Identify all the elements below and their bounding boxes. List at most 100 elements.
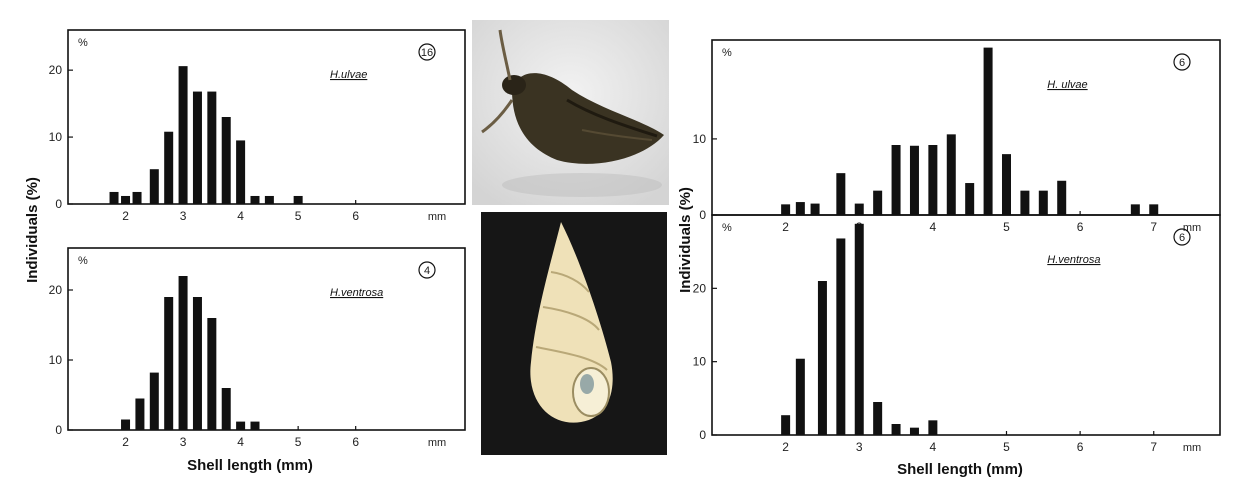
right-xlabel: Shell length (mm): [897, 461, 1023, 478]
x-tick-label: 2: [782, 220, 789, 234]
bar: [795, 202, 805, 215]
y-tick-label: 10: [49, 353, 63, 367]
bar: [1020, 190, 1030, 215]
bar: [795, 358, 805, 435]
left-ylabel: Individuals (%): [24, 177, 41, 283]
x-tick-label: 5: [1003, 440, 1010, 454]
bar: [983, 47, 993, 215]
x-tick-label: 2: [782, 440, 789, 454]
bar: [192, 91, 202, 204]
bar: [221, 117, 231, 204]
x-tick-label: 7: [1150, 220, 1157, 234]
left-xlabel-text: Shell length (mm): [187, 457, 313, 474]
bar: [121, 419, 131, 430]
bar: [178, 276, 188, 430]
species-label: H.ventrosa: [1047, 254, 1100, 266]
bar: [250, 195, 260, 204]
bar: [149, 372, 159, 430]
bar: [192, 297, 202, 430]
chart-left-bottom: % 4 H.ventrosa 0 10 20 2 3 4 5 6 mm: [49, 247, 466, 449]
bar: [891, 424, 901, 435]
y-tick-label: 10: [49, 130, 63, 144]
bar: [149, 169, 159, 204]
x-tick-label: 6: [352, 209, 359, 223]
bar: [781, 415, 791, 435]
badge-number: 16: [421, 47, 433, 59]
left-ylabel-text: Individuals (%): [24, 177, 41, 283]
bar: [781, 204, 791, 215]
bar: [1057, 180, 1067, 215]
y-tick-label: 0: [55, 423, 62, 437]
badge-circle: [418, 43, 436, 61]
x-unit-label: mm: [428, 211, 446, 223]
x-tick-label: 2: [122, 209, 129, 223]
y-tick-label: 20: [49, 63, 63, 77]
x-tick-label: 7: [1150, 440, 1157, 454]
snail-live-icon: [472, 20, 669, 205]
bar: [854, 223, 864, 435]
bar: [810, 203, 820, 215]
y-tick-label: 0: [699, 428, 706, 442]
badge-number: 4: [424, 265, 430, 277]
x-tick-label: 6: [352, 435, 359, 449]
bar: [236, 421, 246, 430]
y-tick-label: 10: [693, 132, 707, 146]
x-tick-label: 5: [295, 435, 302, 449]
x-tick-label: 4: [237, 209, 244, 223]
percent-label: %: [78, 37, 88, 49]
bar: [164, 131, 174, 204]
bar: [854, 203, 864, 215]
bar: [293, 195, 303, 204]
chart-right-bottom: % 6 H.ventrosa 0 10 20 2 3 4 5 6 7 mm: [693, 214, 1221, 454]
bar: [1130, 204, 1140, 215]
x-tick-label: 2: [122, 435, 129, 449]
live-snail-photo: [472, 20, 669, 205]
y-tick-label: 0: [699, 208, 706, 222]
bar: [836, 238, 846, 435]
x-tick-label: 3: [180, 435, 187, 449]
bar: [946, 134, 956, 215]
bar: [236, 140, 246, 204]
snail-shell-photo: [481, 212, 667, 455]
bar: [1038, 190, 1048, 215]
badge-circle: [1173, 53, 1191, 71]
badge-number: 6: [1179, 232, 1185, 244]
x-tick-label: 6: [1077, 440, 1084, 454]
bar: [164, 297, 174, 430]
bar: [1001, 154, 1011, 215]
bar: [109, 191, 119, 204]
y-tick-label: 20: [49, 283, 63, 297]
x-tick-label: 4: [930, 220, 937, 234]
bar: [132, 191, 142, 204]
right-ylabel-text: Individuals (%): [677, 187, 694, 293]
bar: [909, 145, 919, 215]
badge-circle: [418, 261, 436, 279]
right-ylabel: Individuals (%): [677, 187, 694, 293]
x-unit-label: mm: [428, 437, 446, 449]
y-tick-label: 10: [693, 355, 707, 369]
plot-frame: [711, 214, 1221, 436]
bar: [264, 195, 274, 204]
x-unit-label: mm: [1183, 442, 1201, 454]
percent-label: %: [78, 255, 88, 267]
plot-frame: [67, 247, 466, 431]
y-tick-label: 20: [693, 281, 707, 295]
bar: [909, 427, 919, 435]
left-xlabel: Shell length (mm): [187, 457, 313, 474]
percent-label: %: [722, 47, 732, 59]
bar: [207, 91, 217, 204]
right-xlabel-text: Shell length (mm): [897, 461, 1023, 478]
bar: [965, 183, 975, 215]
badge-circle: [1173, 228, 1191, 246]
bar: [928, 145, 938, 215]
bar: [221, 388, 231, 430]
percent-label: %: [722, 222, 732, 234]
x-tick-label: 3: [856, 440, 863, 454]
snail-shell-icon: [481, 212, 667, 455]
x-tick-label: 3: [180, 209, 187, 223]
chart-right-top: %6H. ulvae010234567mm: [693, 39, 1221, 234]
x-tick-label: 5: [1003, 220, 1010, 234]
chart-left-top: % 16 H.ulvae 0 10 20 2 3 4 5 6 mm: [49, 29, 466, 223]
x-tick-label: 6: [1077, 220, 1084, 234]
species-label: H.ventrosa: [330, 287, 383, 299]
